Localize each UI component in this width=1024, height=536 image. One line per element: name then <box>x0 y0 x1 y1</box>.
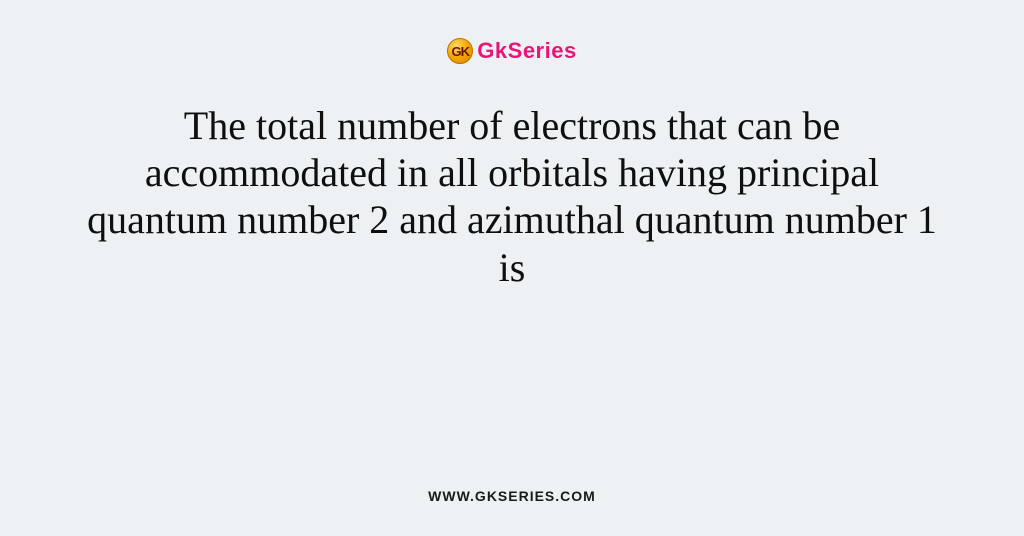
brand-logo: GK GkSeries <box>447 38 576 64</box>
logo-badge-icon: GK <box>447 38 473 64</box>
logo-text-part1: Gk <box>477 38 507 63</box>
page-container: GK GkSeries The total number of electron… <box>0 0 1024 536</box>
question-text: The total number of electrons that can b… <box>72 102 952 291</box>
website-url: WWW.GKSERIES.COM <box>428 488 596 504</box>
logo-text: GkSeries <box>477 38 576 64</box>
logo-text-part2: Series <box>508 38 577 63</box>
